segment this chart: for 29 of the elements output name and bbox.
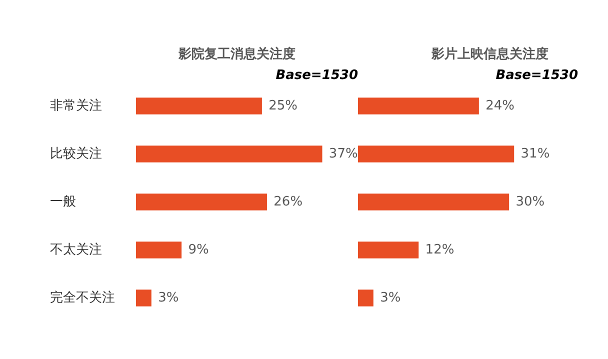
bar bbox=[136, 194, 267, 210]
bar bbox=[136, 242, 182, 258]
bar bbox=[136, 146, 322, 162]
bar bbox=[358, 98, 479, 114]
bar bbox=[136, 98, 262, 114]
data-label: 9% bbox=[188, 242, 209, 258]
data-label: 37% bbox=[328, 146, 358, 162]
y-tick-label: 非常关注 bbox=[50, 98, 102, 114]
y-tick-label: 不太关注 bbox=[50, 242, 102, 258]
bar bbox=[358, 242, 419, 258]
y-tick-label: 完全不关注 bbox=[50, 289, 115, 306]
chart-title: 影院复工消息关注度 bbox=[178, 46, 296, 63]
bar bbox=[136, 290, 152, 306]
data-label: 25% bbox=[268, 98, 298, 114]
data-label: 3% bbox=[380, 290, 401, 306]
annotation: Base=1530 bbox=[496, 68, 578, 83]
data-label: 30% bbox=[516, 194, 545, 210]
bar bbox=[358, 290, 374, 306]
y-tick-label: 比较关注 bbox=[50, 146, 102, 162]
data-label: 3% bbox=[158, 290, 179, 306]
chart-title: 影片上映信息关注度 bbox=[432, 46, 548, 63]
y-tick-label: 一般 bbox=[50, 194, 76, 210]
bar bbox=[358, 146, 514, 162]
data-label: 26% bbox=[274, 194, 303, 210]
data-label: 24% bbox=[486, 98, 515, 114]
data-label: 12% bbox=[425, 242, 454, 258]
annotation: Base=1530 bbox=[276, 68, 358, 83]
bar bbox=[358, 194, 510, 210]
data-label: 31% bbox=[520, 146, 550, 162]
